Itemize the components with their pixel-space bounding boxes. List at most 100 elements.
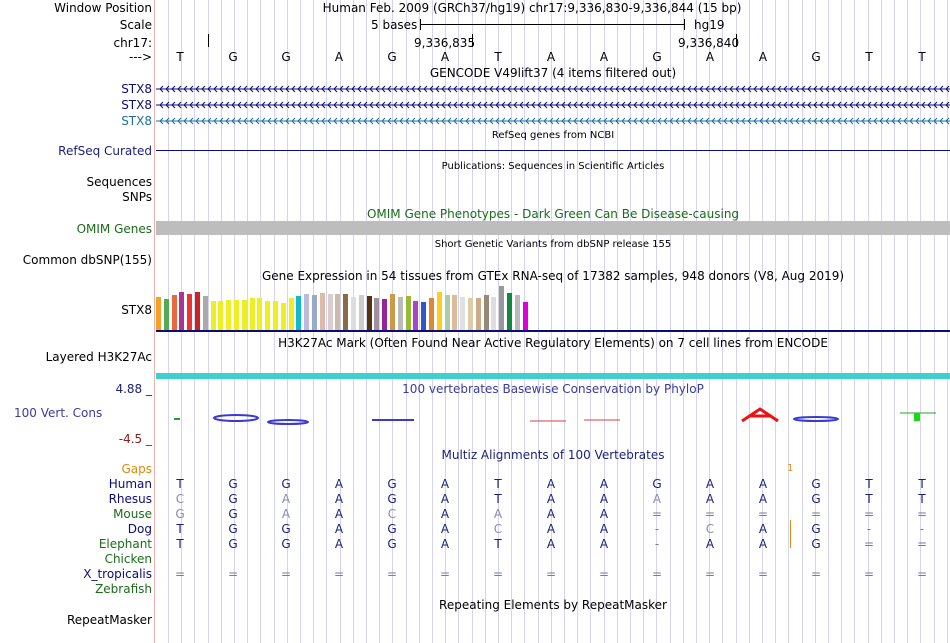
phylop-track-label[interactable]: 100 Vert. Cons — [14, 406, 103, 420]
publications-track-title[interactable]: Publications: Sequences in Scientific Ar… — [441, 161, 665, 172]
gencode-transcript[interactable] — [156, 116, 950, 126]
gtex-tissue-bar[interactable] — [241, 300, 247, 330]
publications-snps-label[interactable]: SNPs — [122, 190, 152, 204]
alignment-base: = — [704, 567, 716, 581]
species-label[interactable]: Elephant — [98, 537, 152, 551]
species-label[interactable]: X_tropicalis — [83, 567, 152, 581]
gtex-tissue-bar[interactable] — [163, 299, 169, 330]
gtex-tissue-bar[interactable] — [187, 294, 193, 330]
gtex-tissue-bar[interactable] — [210, 301, 216, 330]
gtex-tissue-bar[interactable] — [522, 302, 528, 330]
gtex-tissue-bar[interactable] — [374, 298, 380, 330]
refseq-curated-label[interactable]: RefSeq Curated — [58, 144, 152, 158]
gtex-tissue-bar[interactable] — [202, 296, 208, 330]
alignment-base: G — [811, 492, 821, 506]
gtex-tissue-bar[interactable] — [218, 301, 224, 330]
gtex-tissue-bar[interactable] — [475, 298, 481, 330]
alignment-base: G — [228, 537, 238, 551]
species-label[interactable]: Chicken — [104, 552, 152, 566]
species-label[interactable]: Zebrafish — [95, 582, 152, 596]
gencode-transcript-label[interactable]: STX8 — [121, 98, 152, 112]
gtex-tissue-bar[interactable] — [421, 302, 427, 330]
gtex-track-title[interactable]: Gene Expression in 54 tissues from GTEx … — [261, 269, 845, 283]
gtex-tissue-bar[interactable] — [171, 295, 177, 330]
gtex-tissue-bar[interactable] — [444, 295, 450, 330]
dbsnp-track-title[interactable]: Short Genetic Variants from dbSNP releas… — [434, 239, 672, 250]
gtex-tissue-bar[interactable] — [195, 292, 200, 330]
gtex-tissue-bar[interactable] — [179, 292, 185, 330]
guide-line — [920, 0, 921, 643]
gtex-tissue-bar[interactable] — [249, 298, 255, 330]
gtex-tissue-bar[interactable] — [452, 295, 458, 330]
gtex-tissue-bar[interactable] — [397, 297, 403, 330]
guide-line — [722, 0, 723, 643]
alignment-base: - — [919, 522, 925, 536]
gtex-tissue-bar[interactable] — [358, 295, 364, 330]
gtex-tissue-bar[interactable] — [468, 298, 473, 330]
gtex-tissue-bar[interactable] — [327, 294, 333, 330]
gaps-label[interactable]: Gaps — [121, 462, 152, 476]
gtex-gene-label[interactable]: STX8 — [121, 303, 152, 317]
gtex-tissue-bar[interactable] — [429, 298, 434, 330]
gtex-tissue-bar[interactable] — [514, 295, 520, 330]
publications-sequences-label[interactable]: Sequences — [86, 175, 152, 189]
gtex-tissue-bar[interactable] — [304, 294, 310, 330]
dbsnp-label[interactable]: Common dbSNP(155) — [22, 253, 152, 267]
gtex-tissue-bar[interactable] — [507, 293, 512, 330]
gtex-tissue-bar[interactable] — [234, 300, 239, 330]
h3k27ac-signal[interactable] — [156, 373, 950, 379]
gtex-tissue-bar[interactable] — [319, 293, 325, 330]
gencode-track-title[interactable]: GENCODE V49lift37 (4 items filtered out) — [429, 66, 677, 80]
gtex-tissue-bar[interactable] — [366, 296, 372, 330]
guide-line — [907, 0, 908, 643]
species-label[interactable]: Human — [108, 477, 152, 491]
alignment-base: G — [281, 477, 291, 491]
gtex-tissue-bar[interactable] — [288, 298, 294, 330]
gtex-tissue-bar[interactable] — [499, 286, 505, 330]
gtex-tissue-bar[interactable] — [351, 297, 356, 330]
gencode-transcript-label[interactable]: STX8 — [121, 82, 152, 96]
gtex-tissue-bar[interactable] — [296, 296, 302, 330]
phylop-track-title[interactable]: 100 vertebrates Basewise Conservation by… — [402, 382, 704, 396]
refseq-track-title[interactable]: RefSeq genes from NCBI — [491, 130, 615, 141]
h3k27ac-label[interactable]: Layered H3K27Ac — [45, 350, 152, 364]
gtex-tissue-bar[interactable] — [491, 297, 497, 330]
species-label[interactable]: Dog — [127, 522, 152, 536]
multiz-track-title[interactable]: Multiz Alignments of 100 Vertebrates — [441, 448, 665, 462]
alignment-base: T — [918, 492, 926, 506]
gtex-tissue-bar[interactable] — [226, 300, 232, 330]
alignment-base: T — [494, 492, 502, 506]
refseq-gene-line[interactable] — [156, 150, 950, 151]
alignment-base: A — [599, 477, 609, 491]
gtex-tissue-bar[interactable] — [273, 301, 278, 330]
gtex-tissue-bar[interactable] — [335, 294, 341, 330]
alignment-base: G — [811, 537, 821, 551]
species-label[interactable]: Rhesus — [108, 492, 152, 506]
gtex-tissue-bar[interactable] — [312, 295, 317, 330]
gtex-tissue-bar[interactable] — [413, 301, 419, 330]
repeatmasker-label[interactable]: RepeatMasker — [66, 613, 152, 627]
gtex-tissue-bar[interactable] — [390, 294, 395, 330]
gtex-tissue-bar[interactable] — [265, 301, 271, 330]
species-label[interactable]: Mouse — [113, 507, 152, 521]
omim-genes-label[interactable]: OMIM Genes — [76, 222, 152, 236]
alignment-base: A — [546, 477, 556, 491]
gtex-tissue-bar[interactable] — [382, 299, 388, 330]
gtex-tissue-bar[interactable] — [405, 296, 411, 330]
gtex-tissue-bar[interactable] — [460, 297, 466, 330]
omim-gene-bar[interactable] — [156, 221, 950, 235]
gtex-tissue-bar[interactable] — [156, 297, 161, 330]
gtex-tissue-bar[interactable] — [483, 295, 489, 330]
gtex-tissue-bar[interactable] — [436, 292, 442, 330]
omim-track-title[interactable]: OMIM Gene Phenotypes - Dark Green Can Be… — [366, 207, 740, 221]
gencode-transcript[interactable] — [156, 100, 950, 110]
gtex-tissue-bar[interactable] — [280, 303, 286, 330]
repeatmasker-track-title[interactable]: Repeating Elements by RepeatMasker — [439, 598, 667, 612]
gtex-tissue-bar[interactable] — [343, 294, 349, 330]
h3k27ac-track-title[interactable]: H3K27Ac Mark (Often Found Near Active Re… — [278, 336, 828, 350]
guide-line — [775, 0, 776, 643]
gtex-tissue-bar[interactable] — [257, 298, 263, 330]
gencode-transcript[interactable] — [156, 84, 950, 94]
phylop-signal[interactable] — [156, 404, 950, 428]
gencode-transcript-label[interactable]: STX8 — [121, 114, 152, 128]
